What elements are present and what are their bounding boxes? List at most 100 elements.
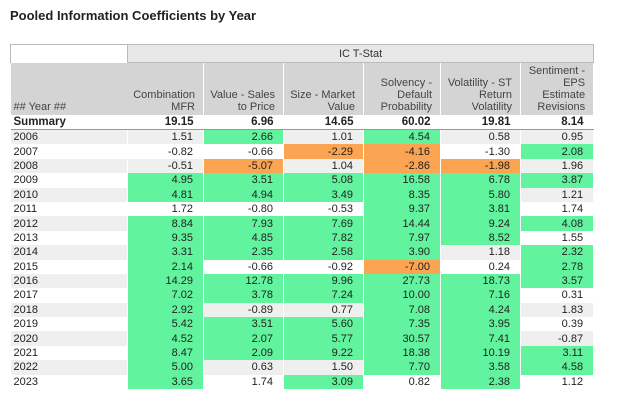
year-cell: 2009 <box>10 173 128 188</box>
value-cell: 4.81 <box>127 187 204 202</box>
value-cell: 2.38 <box>440 374 521 390</box>
value-cell: 8.84 <box>127 216 204 231</box>
value-cell: 0.24 <box>440 259 521 274</box>
year-row: 2006 1.51 2.66 1.01 4.54 0.58 0.95 <box>10 129 595 145</box>
value-cell: -0.53 <box>283 201 364 217</box>
year-cell: 2010 <box>10 187 128 202</box>
value-cell: 8.35 <box>363 187 441 202</box>
year-row: 2021 8.47 2.09 9.22 18.38 10.19 3.11 <box>10 345 595 361</box>
value-cell: 8.47 <box>127 345 204 361</box>
value-cell: 3.57 <box>520 273 595 289</box>
group-header: IC T-Stat <box>126 44 595 63</box>
value-cell: 1.01 <box>283 129 364 145</box>
value-cell: 9.22 <box>283 345 364 361</box>
value-cell: 3.65 <box>127 374 204 390</box>
ic-table: IC T-Stat ## Year ## Combination MFR Value… <box>10 44 595 390</box>
value-cell: 0.39 <box>520 317 595 332</box>
value-cell: -0.89 <box>203 302 284 318</box>
value-cell: 4.24 <box>440 302 521 318</box>
value-cell: 5.42 <box>127 317 204 332</box>
value-cell: 1.04 <box>283 158 364 174</box>
value-cell: 5.80 <box>440 187 521 202</box>
value-cell: 3.51 <box>203 173 284 188</box>
year-cell: 2020 <box>10 331 128 346</box>
value-cell: 1.18 <box>440 245 521 260</box>
header-blank <box>10 44 128 63</box>
value-cell: -2.29 <box>283 144 364 159</box>
year-cell: 2011 <box>10 201 128 217</box>
summary-row: Summary 19.15 6.96 14.65 60.02 19.81 8.14 <box>10 115 594 130</box>
year-row: 2016 14.29 12.78 9.96 27.73 18.73 3.57 <box>10 273 595 289</box>
value-cell: 7.97 <box>363 230 441 246</box>
value-cell: 0.95 <box>520 129 595 145</box>
value-cell: 12.78 <box>203 273 284 289</box>
value-cell: -1.30 <box>440 144 521 159</box>
year-row: 2022 5.00 0.63 1.50 7.70 3.58 4.58 <box>10 360 595 375</box>
year-cell: 2016 <box>10 273 128 289</box>
value-cell: 2.09 <box>203 345 284 361</box>
summary-cell: 19.81 <box>440 115 521 130</box>
value-cell: 2.32 <box>520 245 595 260</box>
year-cell: 2021 <box>10 345 128 361</box>
value-cell: 4.58 <box>520 360 595 375</box>
year-cell: 2007 <box>10 144 128 159</box>
value-cell: -0.51 <box>127 158 204 174</box>
year-row: 2020 4.52 2.07 5.77 30.57 7.41 -0.87 <box>10 331 595 346</box>
value-cell: 1.55 <box>520 230 595 246</box>
value-cell: 14.29 <box>127 273 204 289</box>
value-cell: 9.35 <box>127 230 204 246</box>
value-cell: 14.44 <box>363 216 441 231</box>
value-cell: -0.87 <box>520 331 595 346</box>
column-header: Size - Market Value <box>283 62 364 115</box>
year-header: ## Year ## <box>10 62 128 115</box>
value-cell: 0.63 <box>203 360 284 375</box>
year-cell: 2018 <box>10 302 128 318</box>
value-cell: 1.74 <box>203 374 284 390</box>
value-cell: 7.93 <box>203 216 284 231</box>
value-cell: 3.90 <box>363 245 441 260</box>
value-cell: 2.07 <box>203 331 284 346</box>
summary-label: Summary <box>10 115 128 130</box>
column-header: Sentiment - EPS Estimate Revisions <box>520 62 595 115</box>
value-cell: 0.82 <box>363 374 441 390</box>
value-cell: 7.70 <box>363 360 441 375</box>
value-cell: 18.73 <box>440 273 521 289</box>
year-row: 2023 3.65 1.74 3.09 0.82 2.38 1.12 <box>10 374 595 390</box>
year-cell: 2023 <box>10 374 128 390</box>
value-cell: 7.16 <box>440 288 521 303</box>
value-cell: 3.78 <box>203 288 284 303</box>
title: Pooled Information Coefficients by Year <box>10 8 257 23</box>
value-cell: 2.08 <box>520 144 595 159</box>
value-cell: 1.51 <box>127 129 204 145</box>
summary-cell: 60.02 <box>363 115 441 130</box>
year-row: 2017 7.02 3.78 7.24 10.00 7.16 0.31 <box>10 288 595 303</box>
value-cell: 7.82 <box>283 230 364 246</box>
value-cell: 1.83 <box>520 302 595 318</box>
year-row: 2008 -0.51 -5.07 1.04 -2.86 -1.98 1.96 <box>10 158 595 174</box>
value-cell: 2.35 <box>203 245 284 260</box>
value-cell: 2.78 <box>520 259 595 274</box>
year-row: 2019 5.42 3.51 5.60 7.35 3.95 0.39 <box>10 317 595 332</box>
value-cell: 7.41 <box>440 331 521 346</box>
column-header: Combination MFR <box>127 62 204 115</box>
value-cell: 2.92 <box>127 302 204 318</box>
year-row: 2009 4.95 3.51 5.08 16.58 6.78 3.87 <box>10 173 595 188</box>
column-header: Volatility - ST Return Volatility <box>440 62 521 115</box>
value-cell: 4.95 <box>127 173 204 188</box>
value-cell: 7.08 <box>363 302 441 318</box>
value-cell: 3.49 <box>283 187 364 202</box>
value-cell: 5.77 <box>283 331 364 346</box>
year-cell: 2022 <box>10 360 128 375</box>
value-cell: -0.80 <box>203 201 284 217</box>
table-body: Summary 19.15 6.96 14.65 60.02 19.81 8.14 2006 1… <box>10 115 595 390</box>
value-cell: -0.66 <box>203 259 284 274</box>
value-cell: -1.98 <box>440 158 521 174</box>
value-cell: 1.21 <box>520 187 595 202</box>
value-cell: 3.11 <box>520 345 595 361</box>
value-cell: 1.12 <box>520 374 595 390</box>
value-cell: 7.02 <box>127 288 204 303</box>
year-cell: 2014 <box>10 245 128 260</box>
value-cell: 4.08 <box>520 216 595 231</box>
value-cell: -0.92 <box>283 259 364 274</box>
value-cell: 9.96 <box>283 273 364 289</box>
